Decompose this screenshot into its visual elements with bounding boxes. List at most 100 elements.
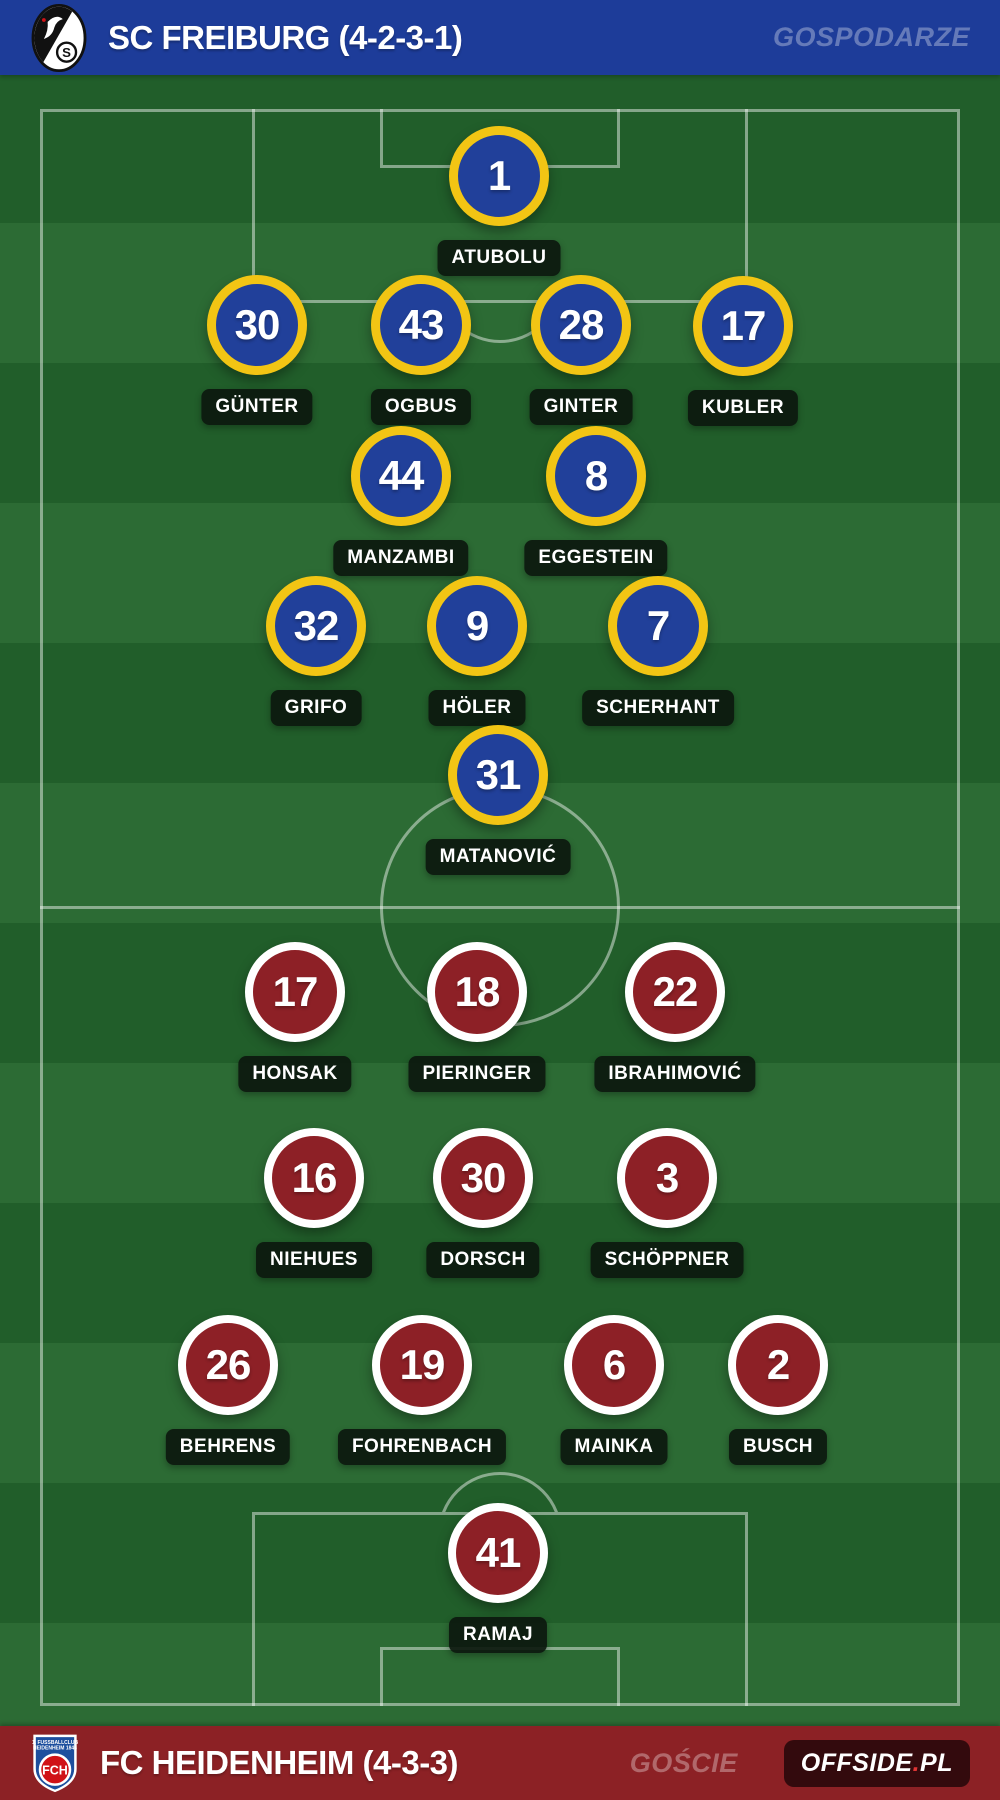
player-number: 7 — [646, 602, 670, 649]
header-title: SC FREIBURG (4-2-3-1) — [108, 18, 463, 56]
player-name-label: IBRAHIMOVIĆ — [594, 1056, 756, 1092]
player-marker: 30 DORSCH — [426, 1128, 540, 1278]
player-name-label: ATUBOLU — [437, 240, 561, 276]
player-number-circle: 43 — [371, 275, 471, 375]
brand-dot: . — [912, 1748, 921, 1777]
player-number-circle: 8 — [546, 426, 646, 526]
player-number-circle: 1 — [449, 126, 549, 226]
player-name-label: PIERINGER — [408, 1056, 546, 1092]
player-number-circle: 18 — [427, 942, 527, 1042]
player-marker: 30 GÜNTER — [201, 275, 313, 425]
player-number: 8 — [584, 452, 608, 499]
player-number-circle: 2 — [728, 1315, 828, 1415]
player-marker: 44 MANZAMBI — [333, 426, 469, 576]
player-number-circle: 31 — [448, 725, 548, 825]
player-marker: 17 HONSAK — [238, 942, 352, 1092]
player-name-label: EGGESTEIN — [524, 540, 668, 576]
player-marker: 1 ATUBOLU — [437, 126, 561, 276]
player-marker: 8 EGGESTEIN — [524, 426, 668, 576]
player-number-circle: 26 — [178, 1315, 278, 1415]
player-number-circle: 28 — [531, 275, 631, 375]
player-name-label: HÖLER — [428, 690, 526, 726]
player-number: 43 — [398, 301, 445, 348]
player-name-label: MATANOVIĆ — [425, 839, 571, 875]
player-marker: 26 BEHRENS — [165, 1315, 291, 1465]
player-number-circle: 44 — [351, 426, 451, 526]
pitch-border-line — [40, 109, 960, 1706]
player-number: 17 — [272, 968, 319, 1015]
player-number: 6 — [602, 1341, 626, 1388]
player-marker: 6 MAINKA — [560, 1315, 668, 1465]
svg-text:HEIDENHEIM 1846: HEIDENHEIM 1846 — [33, 1746, 77, 1752]
player-marker: 17 KUBLER — [687, 276, 799, 426]
player-number: 19 — [399, 1341, 446, 1388]
player-name-label: OGBUS — [370, 389, 472, 425]
player-number: 26 — [205, 1341, 252, 1388]
player-number: 17 — [720, 302, 767, 349]
brand-tld: PL — [920, 1748, 953, 1777]
player-name-label: SCHÖPPNER — [590, 1242, 744, 1278]
player-name-label: MANZAMBI — [333, 540, 469, 576]
player-number-circle: 32 — [266, 576, 366, 676]
header-bar: S SC FREIBURG (4-2-3-1) GOSPODARZE — [0, 0, 1000, 75]
player-number: 32 — [293, 602, 340, 649]
player-number-circle: 41 — [448, 1503, 548, 1603]
player-name-label: MAINKA — [560, 1429, 668, 1465]
player-number-circle: 30 — [207, 275, 307, 375]
heidenheim-crest-icon: 1. FUSSBALLCLUB HEIDENHEIM 1846 FCH — [30, 1732, 80, 1794]
player-number: 31 — [475, 751, 522, 798]
player-marker: 22 IBRAHIMOVIĆ — [594, 942, 756, 1092]
player-name-label: GINTER — [529, 389, 633, 425]
player-number-circle: 17 — [693, 276, 793, 376]
player-number: 18 — [454, 968, 501, 1015]
player-number-circle: 17 — [245, 942, 345, 1042]
footer-title: FC HEIDENHEIM (4-3-3) — [100, 1744, 459, 1781]
player-number-circle: 16 — [264, 1128, 364, 1228]
player-marker: 3 SCHÖPPNER — [590, 1128, 744, 1278]
player-number-circle: 30 — [433, 1128, 533, 1228]
player-number: 1 — [487, 152, 511, 199]
player-number: 44 — [378, 452, 425, 499]
player-marker: 9 HÖLER — [427, 576, 527, 726]
player-number-circle: 3 — [617, 1128, 717, 1228]
away-side-label: GOŚCIE — [629, 1747, 738, 1778]
player-number: 9 — [465, 602, 489, 649]
player-number: 41 — [475, 1529, 522, 1576]
footer-bar: 1. FUSSBALLCLUB HEIDENHEIM 1846 FCH FC H… — [0, 1726, 1000, 1800]
svg-text:S: S — [62, 44, 71, 59]
player-number-circle: 6 — [564, 1315, 664, 1415]
player-number: 30 — [234, 301, 281, 348]
home-side-label: GOSPODARZE — [772, 22, 970, 52]
penalty-box-top — [252, 109, 748, 303]
player-marker: 28 GINTER — [529, 275, 633, 425]
player-name-label: RAMAJ — [448, 1617, 548, 1653]
player-name-label: BUSCH — [728, 1429, 828, 1465]
penalty-arc-bottom — [440, 1472, 560, 1512]
player-number-circle: 7 — [608, 576, 708, 676]
player-marker: 43 OGBUS — [370, 275, 472, 425]
player-marker: 18 PIERINGER — [408, 942, 546, 1092]
player-marker: 19 FOHRENBACH — [337, 1315, 507, 1465]
svg-text:FCH: FCH — [42, 1764, 68, 1778]
brand-name: OFFSIDE — [800, 1748, 913, 1777]
player-name-label: NIEHUES — [256, 1242, 372, 1278]
player-number-circle: 9 — [427, 576, 527, 676]
player-name-label: HONSAK — [238, 1056, 352, 1092]
player-number-circle: 19 — [372, 1315, 472, 1415]
player-name-label: GÜNTER — [201, 389, 313, 425]
player-marker: 32 GRIFO — [266, 576, 366, 726]
player-marker: 2 BUSCH — [728, 1315, 828, 1465]
player-name-label: DORSCH — [426, 1242, 540, 1278]
player-name-label: BEHRENS — [165, 1429, 291, 1465]
svg-text:1. FUSSBALLCLUB: 1. FUSSBALLCLUB — [32, 1740, 79, 1746]
player-name-label: KUBLER — [687, 390, 799, 426]
freiburg-crest-icon: S — [30, 3, 88, 73]
player-marker: 16 NIEHUES — [256, 1128, 372, 1278]
player-number-circle: 22 — [625, 942, 725, 1042]
player-name-label: GRIFO — [270, 690, 362, 726]
player-marker: 41 RAMAJ — [448, 1503, 548, 1653]
player-number: 3 — [655, 1154, 679, 1201]
offside-brand-badge[interactable]: OFFSIDE.PL — [783, 1739, 970, 1787]
player-name-label: SCHERHANT — [582, 690, 734, 726]
